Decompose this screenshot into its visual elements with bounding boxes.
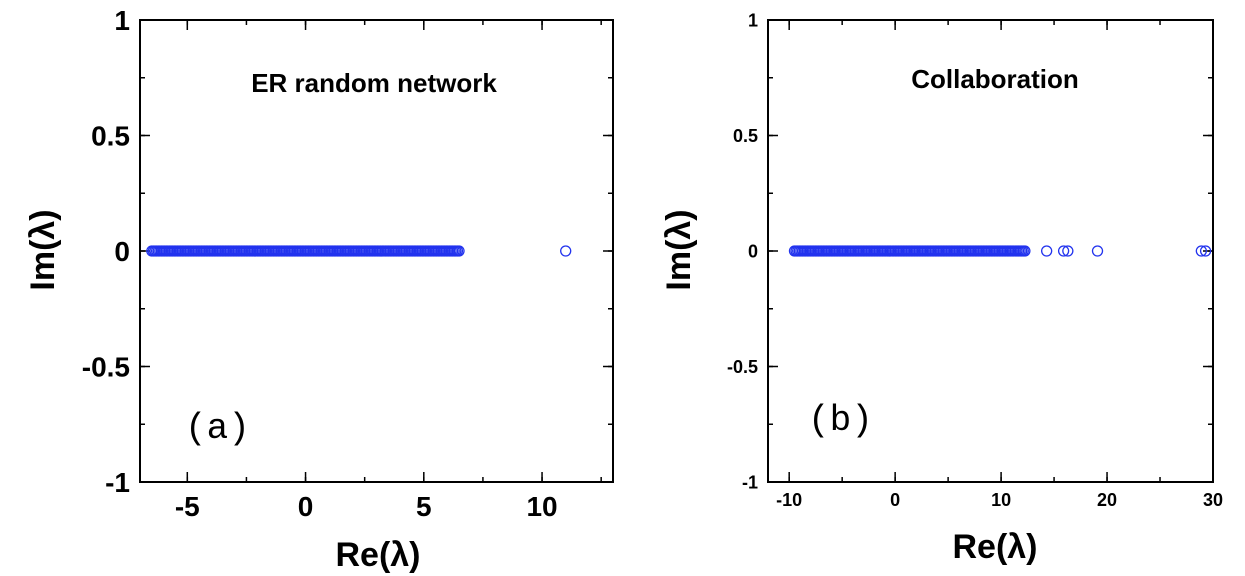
data-points-b	[788, 245, 1212, 257]
y-tick-label-a-4: -1	[105, 467, 130, 498]
y-tick-label-b-0: 1	[748, 10, 758, 30]
y-tick-label-a-3: -0.5	[82, 352, 130, 383]
chart-panel-a: ER random network (a) Re(λ) Im(λ) -5 0 5 10…	[24, 5, 614, 574]
y-axis-label-a: Im(λ)	[24, 209, 62, 290]
x-tick-label-a-1: 0	[298, 491, 314, 522]
ticks-a: -5 0 5 10 1 0.5 0 -0.5 -1	[82, 5, 613, 522]
ticks-b: -10 0 10 20 30 1 0.5 0 -0.5 -1	[727, 10, 1223, 510]
x-tick-label-a-3: 10	[526, 491, 557, 522]
data-point-b-150	[1199, 245, 1212, 257]
x-tick-label-b-2: 10	[991, 490, 1011, 510]
y-tick-label-b-1: 0.5	[733, 126, 758, 146]
data-point-a-192	[453, 245, 465, 257]
data-point-b-148	[1091, 245, 1104, 257]
data-point-a-193	[560, 245, 572, 257]
y-tick-label-b-2: 0	[748, 241, 758, 261]
x-axis-label-a: Re(λ)	[335, 536, 420, 574]
data-point-b-145	[1041, 245, 1053, 257]
chart-title-b: Collaboration	[911, 64, 1079, 94]
data-point-b-147	[1062, 245, 1074, 257]
x-tick-label-b-1: 0	[890, 490, 900, 510]
x-tick-label-b-3: 20	[1097, 490, 1117, 510]
x-tick-label-a-2: 5	[416, 491, 432, 522]
data-point-b-149	[1195, 245, 1207, 257]
y-tick-label-a-1: 0.5	[91, 121, 130, 152]
chart-title-a: ER random network	[251, 68, 497, 98]
panel-label-b: (b)	[808, 400, 873, 441]
data-point-b-146	[1057, 245, 1070, 257]
data-point-b-144	[1019, 245, 1031, 257]
x-tick-label-b-0: -10	[776, 490, 802, 510]
panel-label-a: (a)	[185, 408, 250, 449]
x-tick-label-b-4: 30	[1203, 490, 1223, 510]
x-axis-label-b: Re(λ)	[952, 528, 1037, 566]
y-tick-label-a-2: 0	[114, 236, 130, 267]
y-tick-label-a-0: 1	[114, 5, 130, 36]
y-tick-label-b-4: -1	[742, 472, 758, 492]
x-tick-label-a-0: -5	[175, 491, 200, 522]
data-points-a	[146, 245, 572, 257]
y-tick-label-b-3: -0.5	[727, 357, 758, 377]
y-axis-label-b: Im(λ)	[660, 209, 698, 290]
chart-panel-b: Collaboration (b) Re(λ) Im(λ) -10 0 10 20 30…	[660, 10, 1223, 566]
